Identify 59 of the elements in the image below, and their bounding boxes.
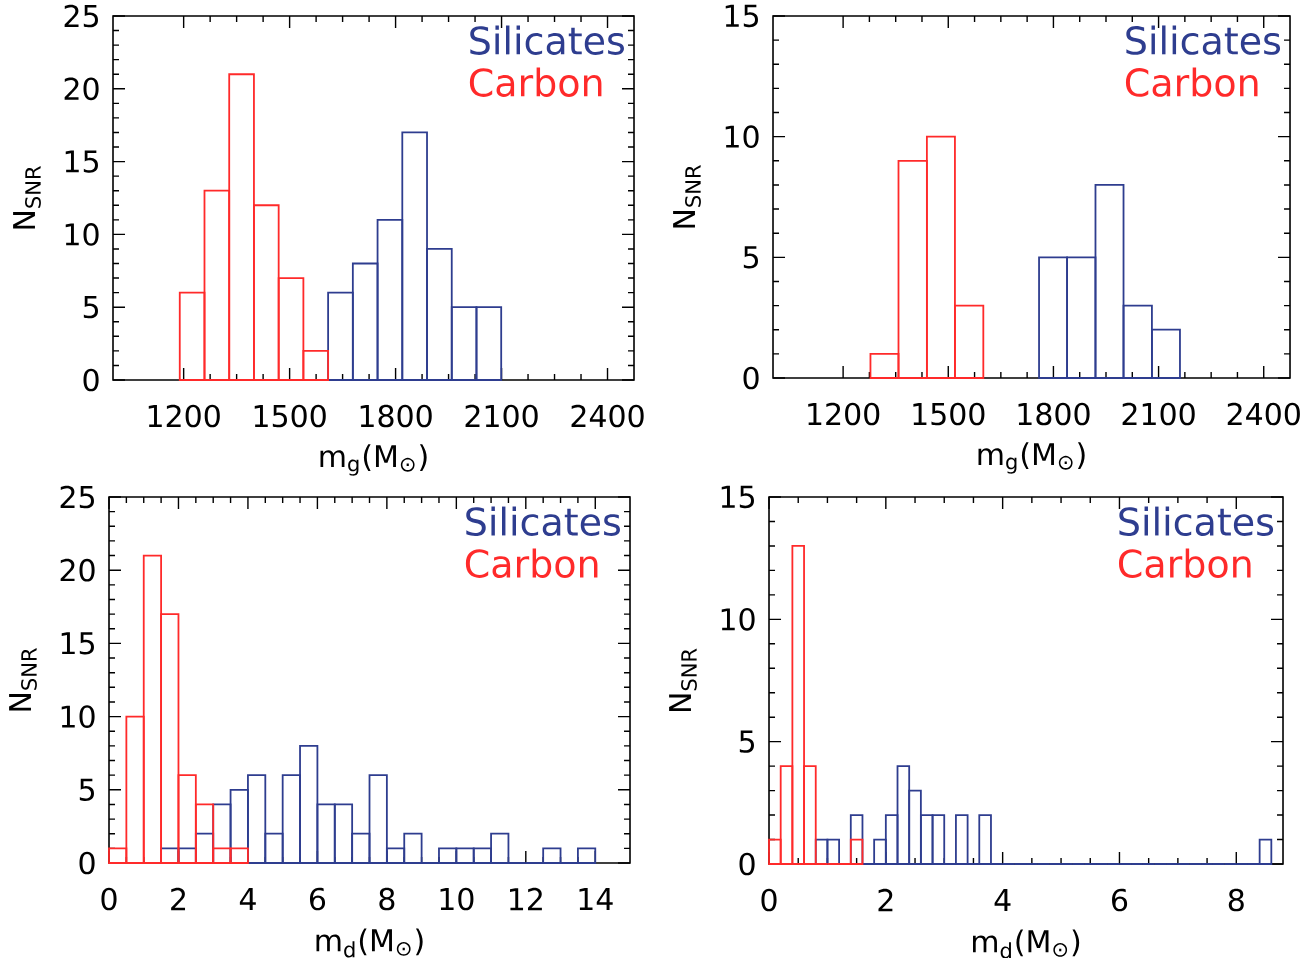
x-tick-label: 0	[761, 888, 777, 912]
x-tick-label: 6	[1112, 888, 1128, 912]
x-tick-label: 1800	[360, 404, 432, 428]
x-axis-title: m$_{g}$(M$_{⊙}$)	[320, 444, 427, 476]
x-tick-label: 1200	[808, 402, 880, 426]
x-tick-label: 6	[309, 887, 326, 911]
text: Carbon	[1125, 67, 1258, 97]
y-tick-label: 10	[725, 125, 759, 149]
y-axis-title: N$_{SNR}$	[13, 166, 41, 229]
x-tick-label: 8	[1228, 888, 1244, 912]
x-tick-label: 1200	[148, 404, 220, 428]
y-tick-label: 0	[83, 368, 99, 392]
y-axis-title: N$_{SNR}$	[669, 648, 697, 712]
y-tick-label: 20	[64, 77, 99, 101]
y-tick-label: 15	[721, 485, 754, 509]
y-tick-label: 0	[739, 852, 755, 876]
x-tick-label: 14	[579, 888, 613, 910]
y-tick-label: 5	[79, 778, 94, 801]
y-tick-label: 15	[725, 4, 758, 28]
x-tick-label: 2400	[1227, 402, 1300, 426]
x-tick-label: 8	[379, 887, 395, 911]
x-tick-label: 4	[994, 889, 1011, 911]
text: Silicates	[466, 506, 620, 536]
y-tick-label: 25	[64, 4, 98, 28]
y-tick-label: 20	[60, 558, 95, 582]
x-tick-label: 1800	[1018, 402, 1090, 426]
y-tick-label: 25	[60, 485, 94, 509]
text: Silicates	[470, 25, 624, 55]
y-axis-title: N$_{SNR}$	[9, 648, 37, 711]
y-tick-label: 10	[61, 705, 95, 728]
x-tick-label: 0	[101, 887, 117, 911]
x-tick-label: 2	[878, 888, 893, 912]
x-axis-title: m$_{g}$(M$_{⊙}$)	[978, 442, 1085, 474]
y-tick-label: 10	[721, 607, 755, 631]
y-tick-label: 10	[65, 223, 99, 246]
y-tick-label: 5	[743, 246, 758, 269]
y-tick-label: 0	[743, 366, 759, 390]
x-tick-label: 2400	[571, 404, 644, 428]
x-tick-label: 10	[440, 887, 474, 911]
x-tick-label: 2100	[465, 404, 538, 428]
x-tick-label: 1500	[913, 402, 985, 426]
text: Silicates	[1119, 506, 1274, 536]
y-tick-label: 15	[61, 632, 94, 655]
x-tick-label: 1500	[254, 404, 326, 428]
x-axis-title: m$_{d}$(M$_{⊙}$)	[316, 928, 423, 958]
x-tick-label: 2	[171, 887, 186, 911]
text: Carbon	[465, 548, 598, 578]
x-tick-label: 2100	[1122, 402, 1195, 426]
text: Carbon	[469, 67, 602, 97]
x-axis-title: m$_{d}$(M$_{⊙}$)	[973, 929, 1080, 958]
y-tick-label: 0	[79, 851, 95, 875]
text: Silicates	[1126, 25, 1281, 55]
x-tick-label: 4	[239, 888, 256, 910]
x-tick-label: 12	[510, 887, 542, 911]
text: Carbon	[1118, 548, 1251, 578]
y-tick-label: 5	[83, 296, 98, 319]
y-tick-label: 5	[739, 730, 754, 753]
y-axis-title: N$_{SNR}$	[673, 165, 701, 228]
y-tick-label: 15	[65, 150, 98, 173]
